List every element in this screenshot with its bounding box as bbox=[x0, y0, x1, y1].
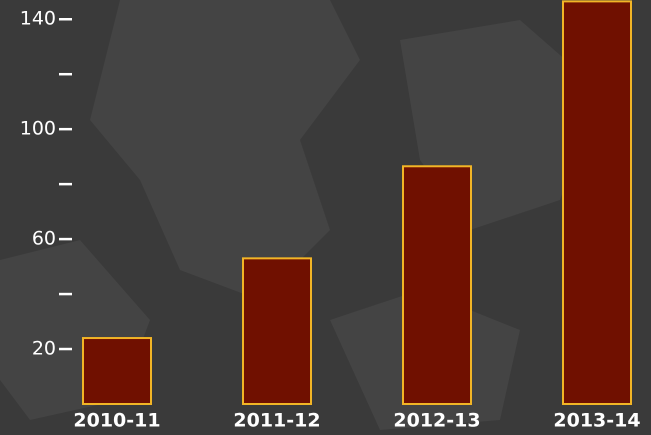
y-tick-label: 140 bbox=[20, 8, 56, 30]
y-tick-label: 60 bbox=[32, 228, 56, 250]
x-tick-label: 2010-11 bbox=[73, 410, 160, 432]
bar bbox=[82, 337, 152, 405]
y-tick-label: 100 bbox=[20, 118, 56, 140]
bar bbox=[402, 165, 472, 405]
y-tick-label: 20 bbox=[32, 338, 56, 360]
x-tick-label: 2011-12 bbox=[233, 410, 320, 432]
x-tick-label: 2013-14 bbox=[553, 410, 640, 432]
bar bbox=[242, 257, 312, 406]
bar bbox=[562, 0, 632, 406]
x-tick-label: 2012-13 bbox=[393, 410, 480, 432]
